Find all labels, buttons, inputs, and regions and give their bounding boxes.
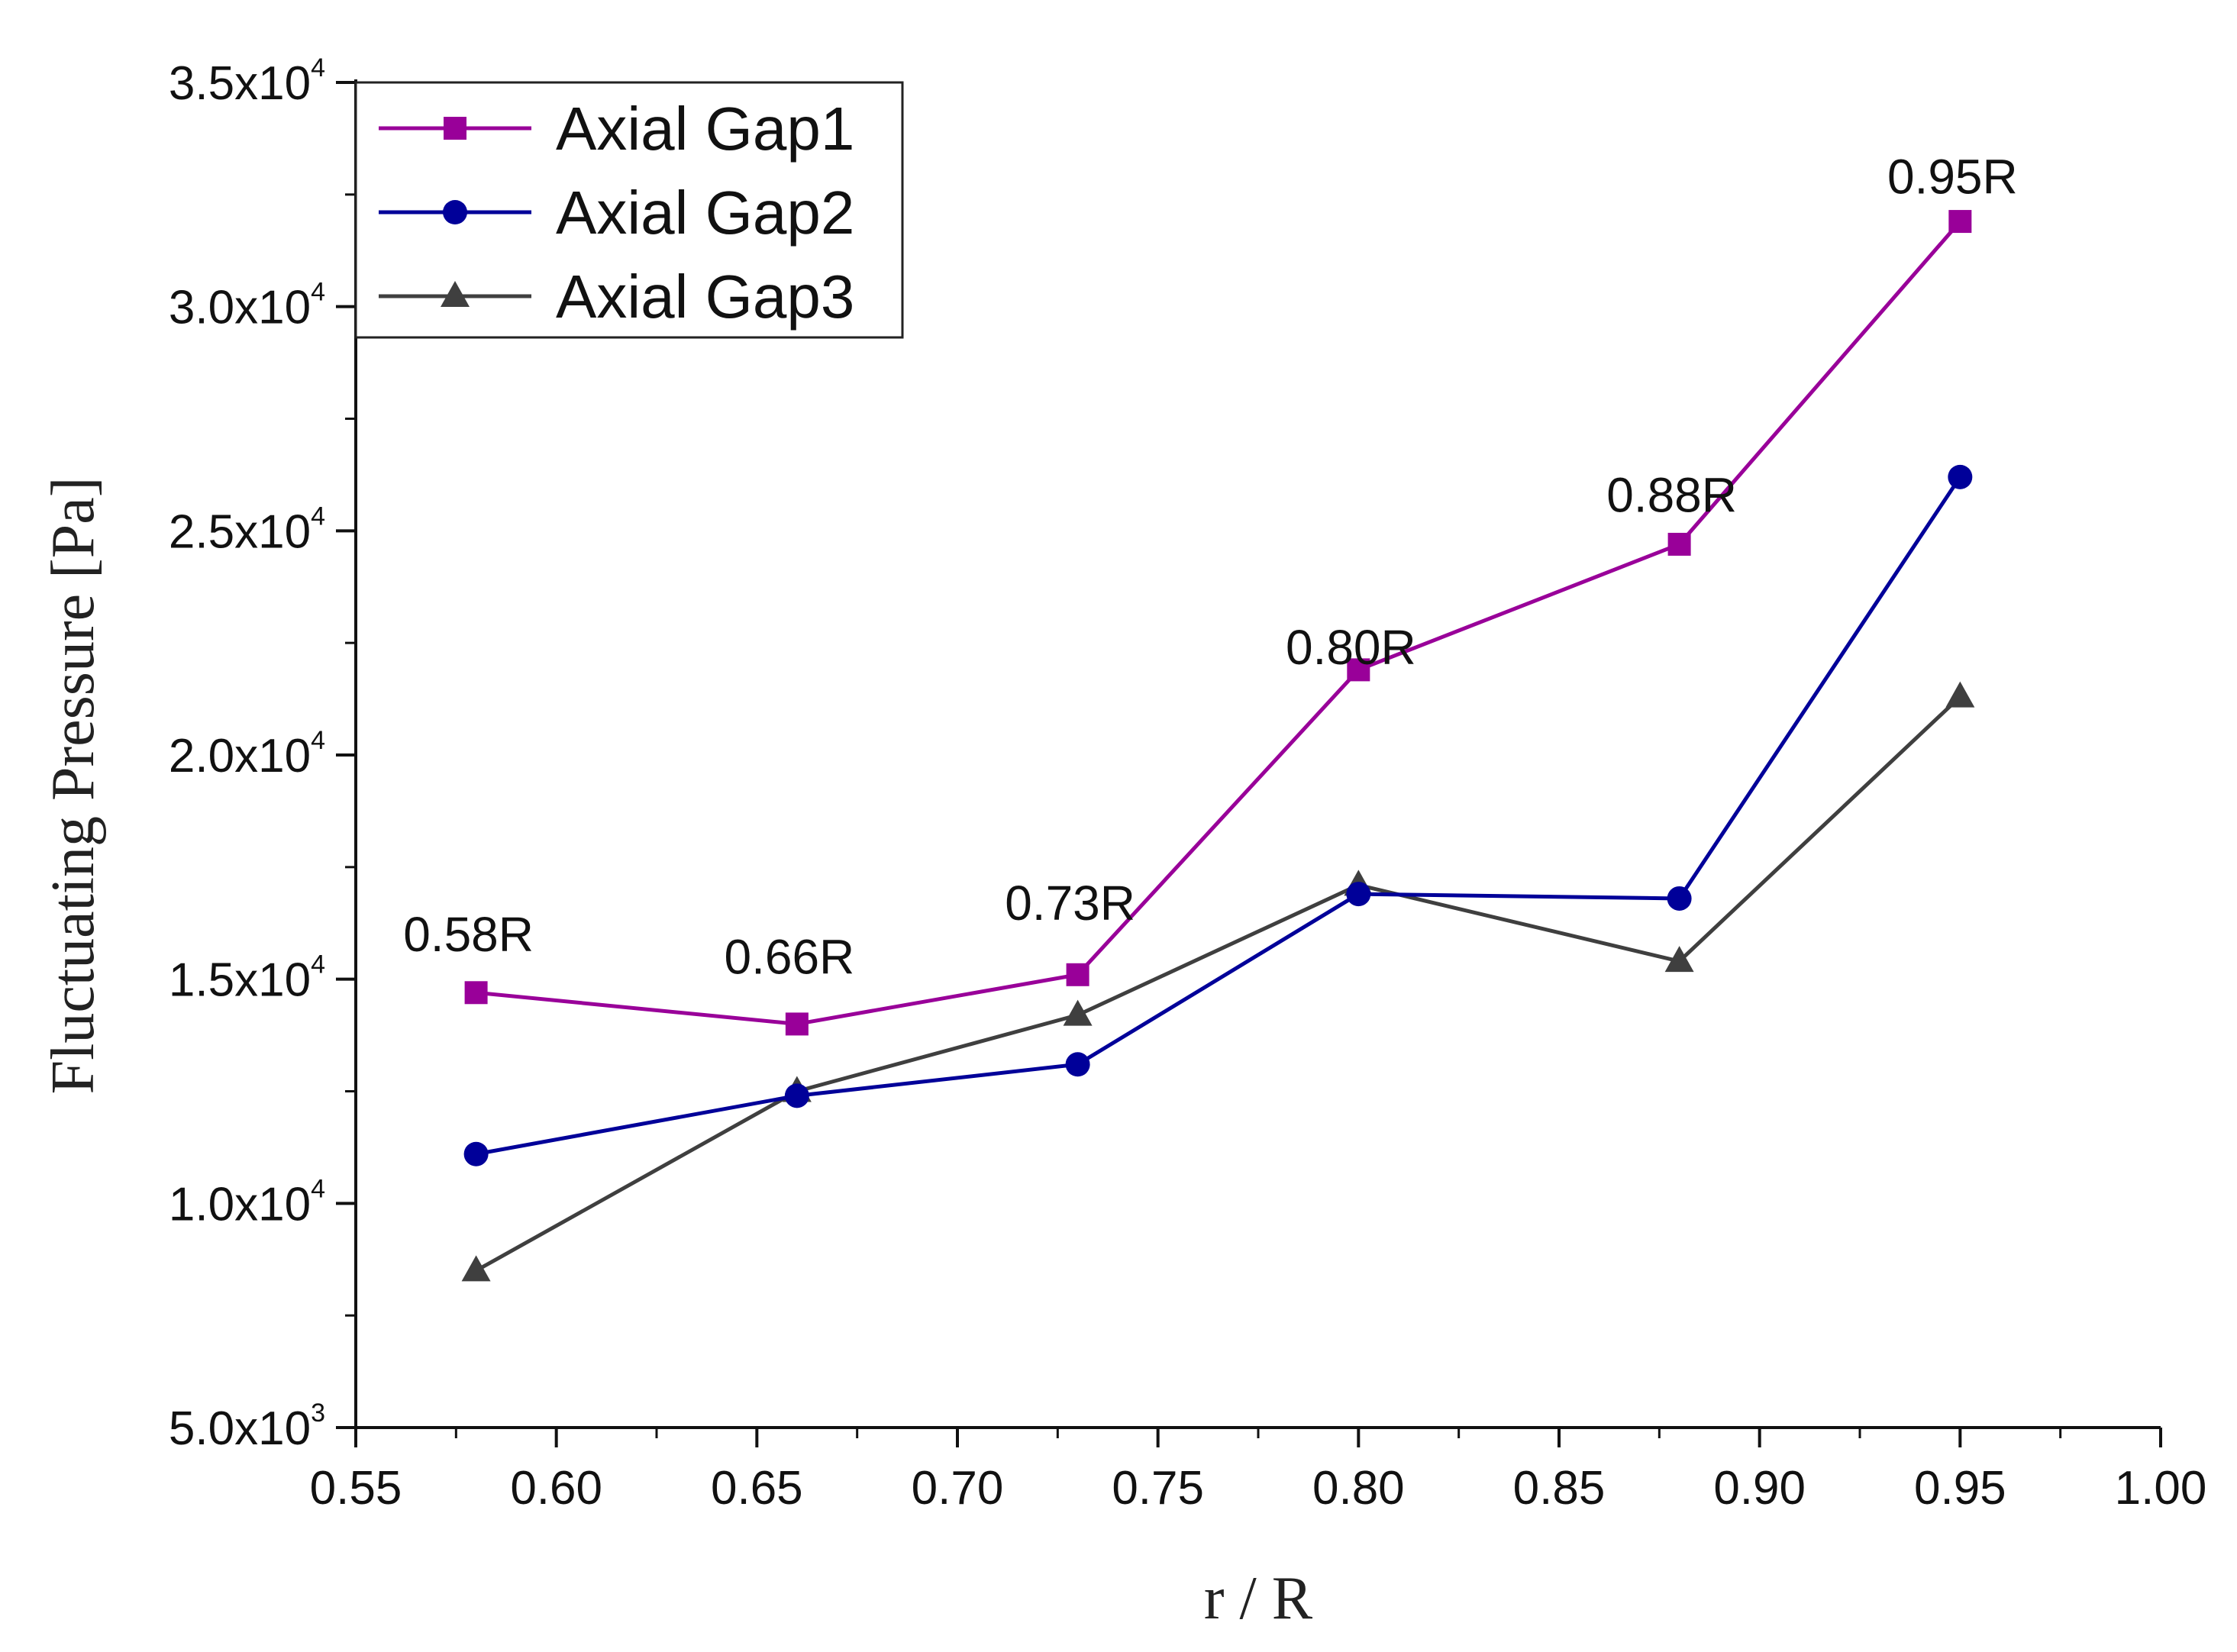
point-annotation: 0.88R	[1606, 467, 1737, 522]
x-tick-label: 0.90	[1713, 1462, 1806, 1515]
y-tick-label: 2.0x104	[169, 726, 325, 782]
legend-label: Axial Gap3	[556, 263, 854, 331]
circle-marker	[1346, 882, 1371, 907]
series-line	[475, 695, 1962, 1273]
square-marker	[1066, 963, 1089, 986]
y-tick-label: 5.0x103	[169, 1399, 325, 1455]
legend: Axial Gap1 Axial Gap2 Axial Gap3	[354, 81, 904, 339]
y-tick-exponent: 4	[311, 950, 325, 979]
y-tick-mantissa: 3.0x10	[169, 282, 311, 334]
circle-marker	[463, 1141, 489, 1166]
y-tick-label: 1.5x104	[169, 950, 325, 1007]
circle-marker	[1065, 1052, 1090, 1077]
y-tick-mantissa: 1.5x10	[169, 954, 311, 1007]
circle-marker	[1667, 886, 1692, 911]
square-marker	[785, 1012, 809, 1036]
triangle-marker	[1945, 681, 1975, 708]
square-marker	[464, 981, 488, 1005]
square-marker	[1667, 532, 1691, 556]
x-axis-title: r / R	[1204, 1565, 1313, 1632]
series-axial-gap1	[464, 210, 1972, 1036]
y-tick-label: 2.5x104	[169, 502, 325, 558]
square-marker	[444, 117, 466, 140]
y-tick-exponent: 4	[311, 726, 325, 755]
x-tick-label: 0.80	[1312, 1462, 1405, 1515]
axes: 0.55 0.60 0.65 0.70 0.75 0.80 0.85 0.90 0.95 1.00…	[169, 53, 2206, 1515]
x-tick-label: 0.95	[1914, 1462, 2006, 1515]
triangle-marker	[461, 1255, 491, 1282]
y-tick-exponent: 4	[311, 278, 325, 307]
legend-item: Axial Gap2	[379, 179, 854, 247]
circle-marker	[784, 1083, 809, 1108]
y-tick-exponent: 3	[311, 1399, 325, 1428]
triangle-marker	[441, 281, 470, 307]
y-tick-mantissa: 5.0x10	[169, 1402, 311, 1455]
y-tick-exponent: 4	[311, 502, 325, 531]
point-annotation: 0.58R	[403, 907, 534, 962]
x-tick-label: 0.70	[912, 1462, 1004, 1515]
y-tick-exponent: 4	[311, 53, 325, 82]
circle-marker	[443, 200, 467, 224]
y-tick-label: 3.0x104	[169, 278, 325, 334]
point-annotation: 0.66R	[724, 929, 854, 984]
y-axis-title: Fluctuating Pressure [Pa]	[40, 477, 107, 1095]
x-tick-label: 0.55	[310, 1462, 402, 1515]
x-tick-label: 0.60	[510, 1462, 602, 1515]
legend-item: Axial Gap3	[379, 263, 854, 331]
square-marker	[1948, 210, 1972, 234]
legend-item: Axial Gap1	[379, 95, 854, 163]
series-line	[476, 220, 1962, 1026]
x-tick-label: 0.75	[1112, 1462, 1204, 1515]
y-tick-mantissa: 3.5x10	[169, 57, 311, 110]
y-tick-mantissa: 2.0x10	[169, 730, 311, 782]
series-line	[476, 476, 1962, 1157]
point-annotation: 0.80R	[1286, 620, 1416, 675]
x-tick-label: 1.00	[2115, 1462, 2207, 1515]
series-layer	[461, 210, 1975, 1282]
point-annotations: 0.58R 0.66R 0.73R 0.80R 0.88R 0.95R	[403, 149, 2018, 984]
y-tick-label: 3.5x104	[169, 53, 325, 110]
point-annotation: 0.73R	[1005, 876, 1135, 931]
circle-marker	[1948, 464, 1973, 489]
x-tick-label: 0.65	[711, 1462, 803, 1515]
y-tick-label: 1.0x104	[169, 1174, 325, 1231]
y-tick-exponent: 4	[311, 1174, 325, 1203]
triangle-marker	[1664, 946, 1694, 973]
legend-label: Axial Gap1	[556, 95, 854, 163]
triangle-marker	[1063, 999, 1093, 1026]
legend-label: Axial Gap2	[556, 179, 854, 247]
x-tick-label: 0.85	[1513, 1462, 1606, 1515]
point-annotation: 0.95R	[1887, 149, 2018, 204]
y-tick-mantissa: 2.5x10	[169, 505, 311, 558]
square-marker	[1347, 658, 1370, 682]
series-axial-gap2	[463, 464, 1973, 1166]
y-tick-mantissa: 1.0x10	[169, 1178, 311, 1231]
